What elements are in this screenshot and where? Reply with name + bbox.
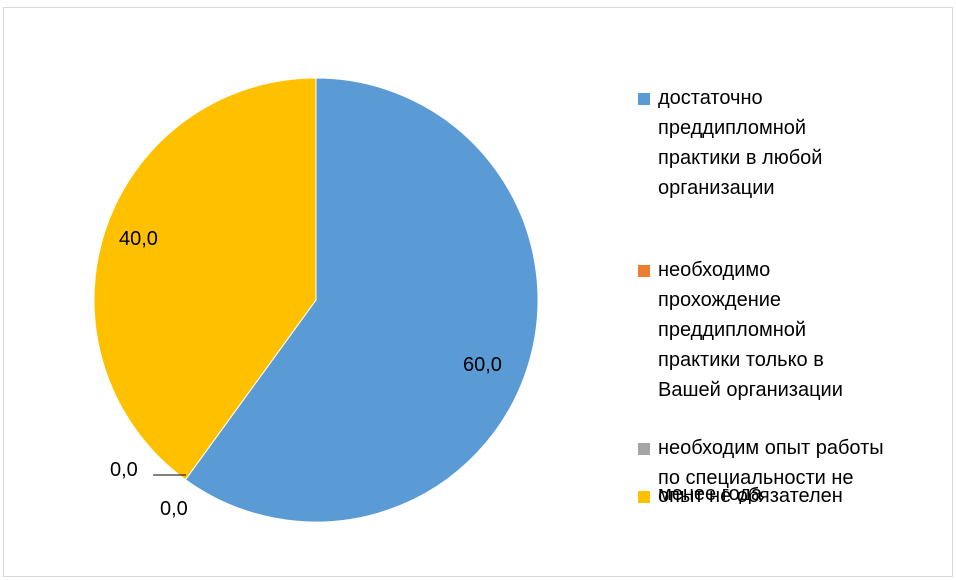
data-label-slice-4: 40,0 — [119, 228, 158, 250]
data-label-slice-3: 0,0 — [160, 498, 188, 520]
legend-line: прохождение — [658, 289, 782, 311]
legend-line: необходимо — [658, 259, 771, 281]
legend-line: практики в любой — [658, 147, 823, 169]
legend-line: организации — [658, 177, 775, 199]
legend-line: преддипломной — [658, 117, 807, 139]
data-label-slice-1: 60,0 — [463, 354, 502, 376]
legend-item-4: опыт не обязателен — [638, 481, 948, 511]
pie-slice-4 — [93, 77, 317, 481]
legend-line: преддипломной — [658, 319, 807, 341]
legend-line: необходим опыт работы — [658, 437, 884, 459]
data-label-slice-2: 0,0 — [110, 459, 138, 481]
legend-line: опыт не обязателен — [658, 485, 843, 507]
pie-slice-1 — [184, 77, 539, 523]
legend-item-3: необходим опыт работы по специальности н… — [638, 433, 948, 509]
legend-swatch-2 — [638, 265, 650, 277]
legend-swatch-3 — [638, 443, 650, 455]
legend-swatch-1 — [638, 93, 650, 105]
legend-line: Вашей организации — [658, 379, 843, 401]
legend-item-2: необходимо прохождение преддипломной пра… — [638, 255, 948, 405]
legend-line: достаточно — [658, 87, 763, 109]
legend-item-1: достаточно преддипломной практики в любо… — [638, 83, 948, 203]
pie-slices — [93, 77, 539, 523]
legend-line: менее года — [658, 483, 763, 505]
legend-line: практики только в — [658, 349, 824, 371]
legend-line: по специальности не — [658, 467, 854, 489]
legend-swatch-4 — [638, 491, 650, 503]
